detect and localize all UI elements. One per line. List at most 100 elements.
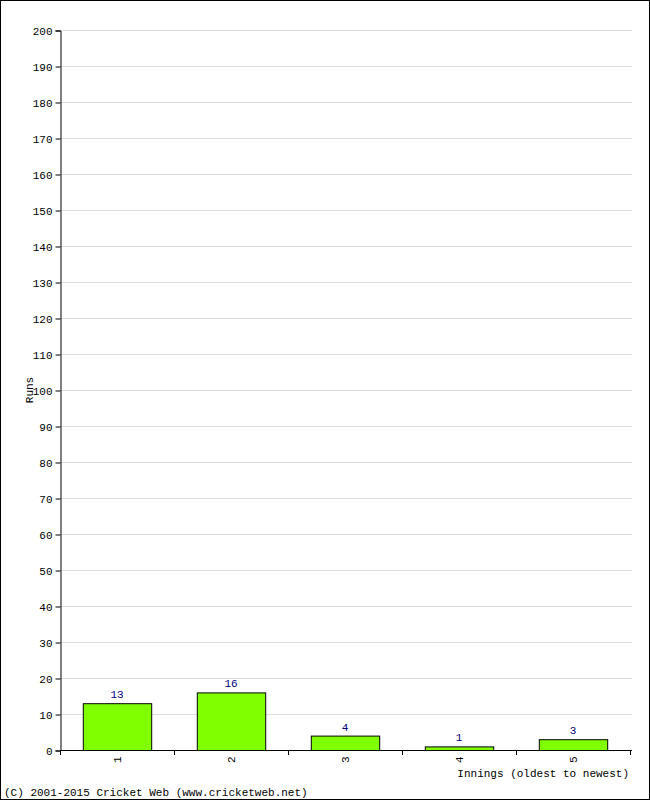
x-edge-tick — [630, 750, 631, 755]
grid — [60, 31, 632, 751]
x-tick-label: 1 — [112, 756, 124, 763]
x-tick-label: 5 — [568, 757, 580, 764]
y-tick-mark — [56, 499, 61, 500]
grid-line — [60, 318, 632, 319]
y-tick-mark — [56, 355, 61, 356]
y-tick-mark — [56, 427, 61, 428]
grid-line — [60, 498, 632, 499]
y-tick-label: 30 — [39, 638, 52, 650]
y-tick-mark — [56, 67, 61, 68]
y-tick-label: 70 — [39, 494, 52, 506]
y-tick-label: 80 — [39, 458, 52, 470]
y-tick-mark — [56, 751, 61, 752]
grid-line — [60, 606, 632, 607]
grid-line — [60, 282, 632, 283]
y-tick-label: 110 — [33, 350, 53, 362]
y-tick: 90 — [39, 422, 60, 434]
x-edge-tick — [288, 750, 289, 755]
y-tick: 70 — [39, 494, 60, 506]
x-tick-label: 2 — [226, 757, 238, 764]
grid-line — [60, 354, 632, 355]
y-tick-mark — [56, 679, 61, 680]
y-tick-mark — [56, 139, 61, 140]
x-tick: 5 — [568, 757, 580, 764]
grid-line — [60, 462, 632, 463]
y-tick-label: 0 — [46, 746, 53, 758]
y-tick: 40 — [39, 602, 60, 614]
y-tick-label: 140 — [33, 242, 53, 254]
y-axis-line — [56, 31, 62, 751]
x-edge-tick — [516, 750, 517, 755]
grid-line — [60, 174, 632, 175]
y-tick: 130 — [33, 278, 61, 290]
y-tick: 10 — [39, 710, 60, 722]
annotation: (C) 2001-2015 Cricket Web (www.cricketwe… — [4, 787, 308, 799]
y-tick: 80 — [39, 458, 60, 470]
grid-line — [60, 642, 632, 643]
y-tick: 0 — [46, 746, 61, 758]
x-axis-line — [60, 750, 632, 751]
y-tick-label: 10 — [39, 710, 52, 722]
grid-line — [60, 138, 632, 139]
y-tick: 140 — [33, 242, 61, 254]
y-tick-mark — [56, 643, 61, 644]
x-edge-tick — [60, 750, 61, 755]
y-tick-label: 150 — [33, 206, 53, 218]
y-tick-label: 60 — [39, 530, 52, 542]
y-tick-mark — [56, 463, 61, 464]
x-tick: 1 — [112, 756, 124, 763]
y-axis: 0102030405060708090100110120130140150160… — [33, 26, 61, 758]
y-tick: 190 — [33, 62, 61, 74]
y-tick: 150 — [33, 206, 61, 218]
grid-line — [60, 210, 632, 211]
y-tick: 120 — [33, 314, 61, 326]
grid-line — [60, 750, 632, 751]
bar — [83, 704, 151, 750]
data-label: 1 — [456, 732, 463, 744]
x-edge-tick — [402, 750, 403, 755]
grid-line — [60, 102, 632, 103]
x-edge-tick — [174, 750, 175, 755]
y-tick-mark — [56, 211, 61, 212]
y-tick: 20 — [39, 674, 60, 686]
y-tick-mark — [56, 283, 61, 284]
y-tick-mark — [56, 175, 61, 176]
y-tick-label: 20 — [39, 674, 52, 686]
x-tick: 2 — [226, 757, 238, 764]
y-tick: 100 — [33, 386, 61, 398]
x-edge-ticks — [61, 750, 631, 755]
x-axis: 12345 — [60, 751, 632, 764]
y-tick: 180 — [33, 98, 61, 110]
bar — [311, 736, 379, 750]
y-tick-label: 120 — [33, 314, 53, 326]
y-tick-mark — [56, 31, 61, 32]
data-labels: 1316413 — [110, 678, 576, 744]
y-tick-label: 130 — [33, 278, 53, 290]
y-axis-title: Runs — [24, 377, 36, 403]
frame — [1, 1, 650, 800]
bars — [83, 693, 607, 750]
grid-line — [60, 426, 632, 427]
grid-line — [60, 246, 632, 247]
bar — [539, 740, 607, 750]
y-tick-mark — [56, 535, 61, 536]
y-tick-mark — [56, 571, 61, 572]
y-tick-label: 200 — [33, 26, 53, 38]
data-label: 13 — [110, 689, 123, 701]
y-tick: 160 — [33, 170, 61, 182]
x-tick: 4 — [454, 756, 466, 763]
y-tick: 30 — [39, 638, 60, 650]
y-tick-label: 190 — [33, 62, 53, 74]
y-tick-mark — [56, 247, 61, 248]
grid-line — [60, 534, 632, 535]
data-label: 4 — [342, 722, 349, 734]
grid-line — [60, 570, 632, 571]
y-tick-label: 170 — [33, 134, 53, 146]
bar — [197, 693, 265, 750]
x-axis-title: Innings (oldest to newest) — [457, 768, 629, 780]
data-label: 16 — [224, 678, 237, 690]
y-tick-mark — [56, 607, 61, 608]
y-tick-mark — [56, 319, 61, 320]
y-tick-label: 180 — [33, 98, 53, 110]
data-label: 3 — [570, 725, 577, 737]
